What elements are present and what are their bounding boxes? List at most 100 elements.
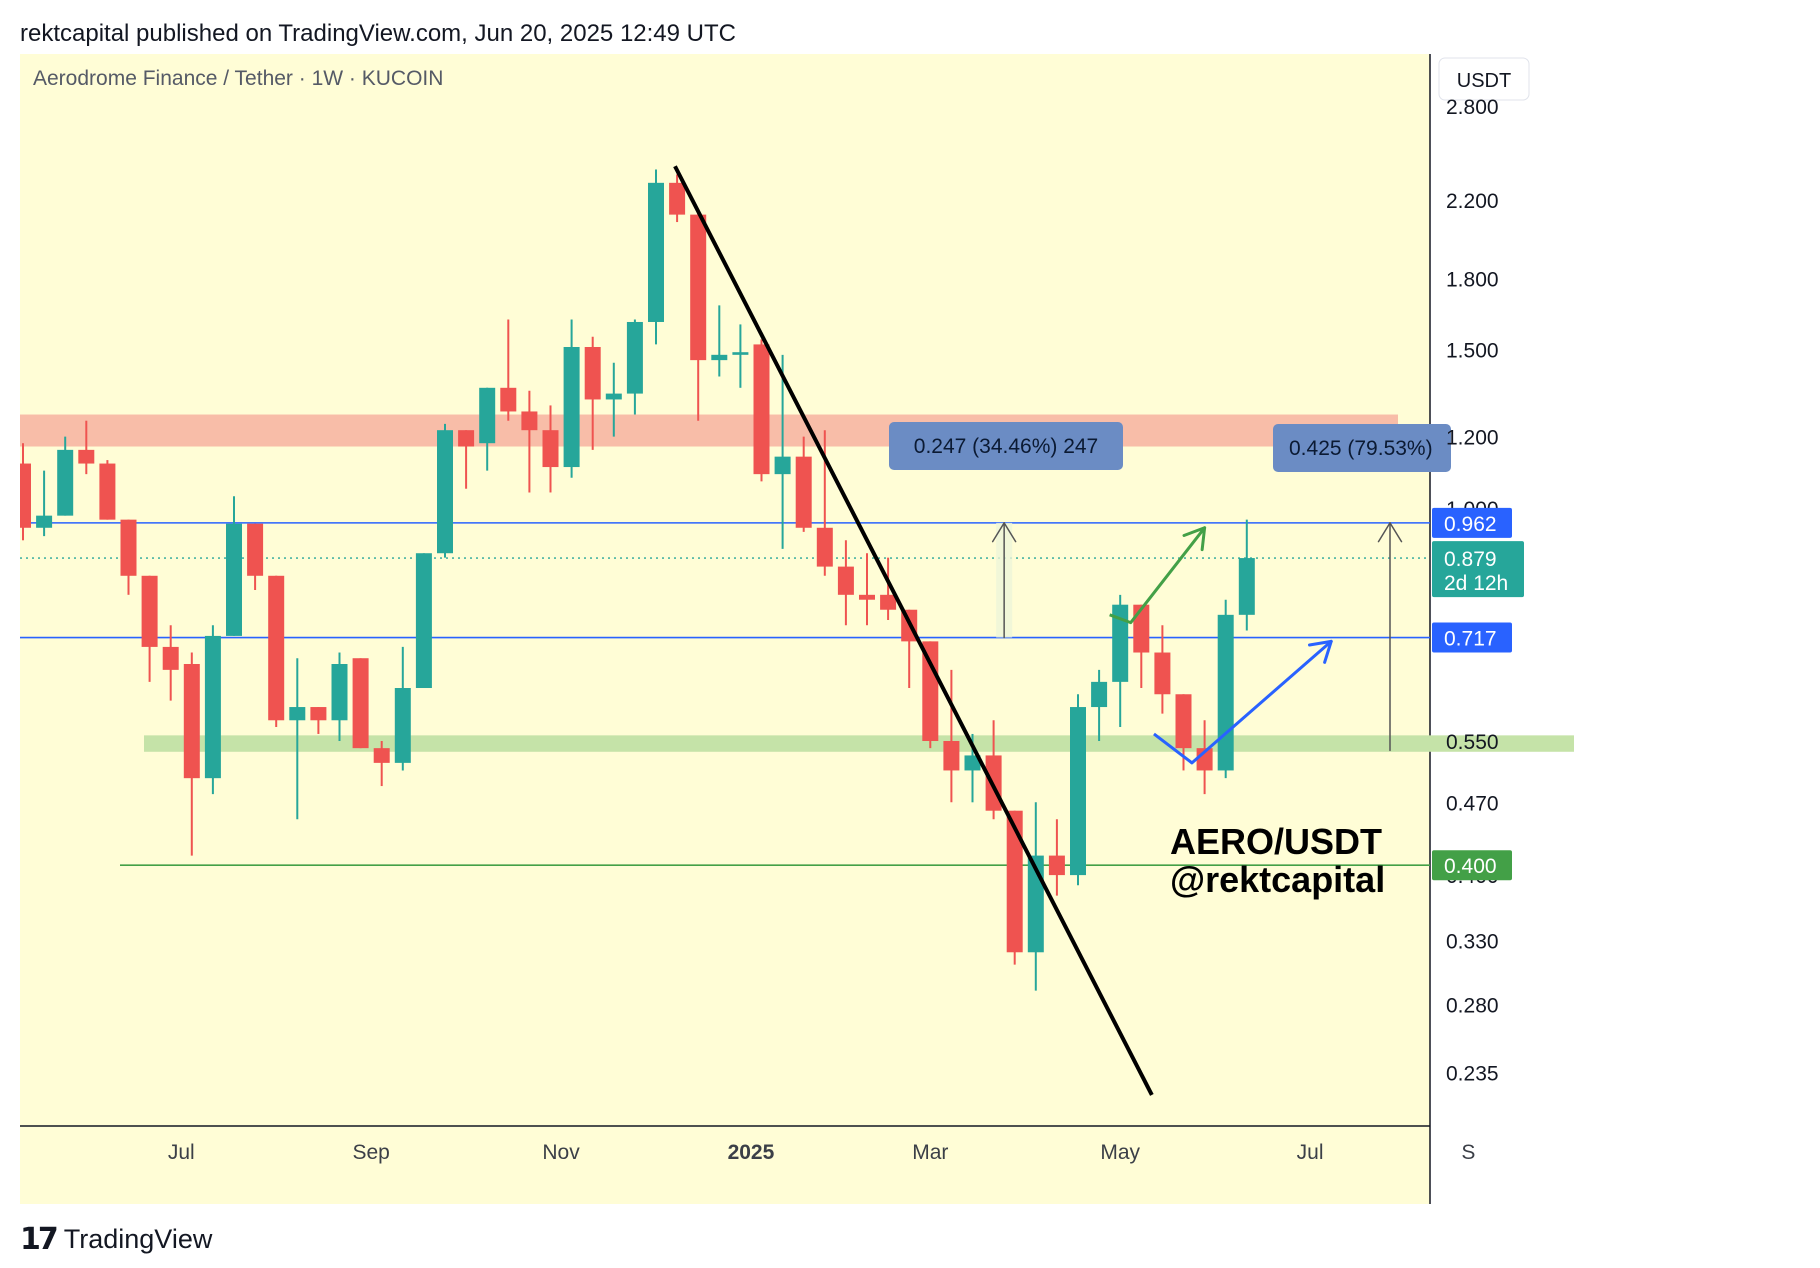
candle-body (268, 575, 285, 721)
footer-brand: TradingView (63, 1224, 213, 1254)
price-tick-label: 0.280 (1446, 994, 1499, 1017)
measurement-label: 0.247 (34.46%) 247 (914, 435, 1098, 458)
candle-body (226, 523, 242, 636)
candle-body (1133, 604, 1150, 653)
candle-body (331, 663, 348, 721)
price-tick-label: 0.550 (1446, 731, 1499, 754)
candle-body (542, 430, 559, 468)
candle-body (1091, 681, 1108, 708)
resistance-zone (20, 414, 481, 447)
candle-body (373, 748, 390, 763)
candle-body (1154, 652, 1171, 695)
candle-body (521, 411, 538, 431)
tradingview-logo-icon: 𝟭𝟳 (20, 1223, 59, 1256)
price-tick-label: 0.470 (1446, 792, 1499, 815)
candle-body (78, 449, 95, 464)
candle-body (1175, 694, 1192, 749)
candle-body (859, 594, 875, 600)
footer: 𝟭𝟳 TradingView (20, 1222, 212, 1257)
price-tick-label: 2.200 (1446, 190, 1499, 213)
price-level-badge-text: 0.717 (1444, 628, 1497, 651)
candle-body (394, 688, 411, 763)
trendline (673, 165, 1154, 1096)
candle-body (816, 527, 833, 567)
candle-body (964, 755, 981, 771)
measure-arrow-head (991, 522, 1017, 543)
candle-body (247, 523, 264, 576)
price-tick-label: 0.330 (1446, 930, 1499, 953)
time-axis-background[interactable] (20, 1126, 1430, 1204)
candle-body (99, 463, 116, 520)
time-tick-label: S (1461, 1141, 1475, 1164)
candle-body (1238, 558, 1255, 615)
green-arrow (1129, 526, 1207, 625)
candle-body (500, 387, 517, 412)
green-arrow-head (1182, 526, 1207, 552)
time-tick-label: Jul (168, 1141, 195, 1164)
candle-body (310, 707, 327, 721)
publish-info: rektcapital published on TradingView.com… (20, 20, 736, 47)
candle-body (753, 344, 770, 475)
price-chart[interactable]: 0.247 (34.46%) 247 0.425 (79.53%) Aerodrom… (20, 54, 1810, 1204)
price-tick-label: 0.235 (1446, 1063, 1499, 1086)
candle-body (1070, 707, 1086, 876)
candle-body (1006, 810, 1023, 953)
price-level-badge (1432, 850, 1512, 881)
price-tick-label: 1.800 (1446, 268, 1499, 291)
candle-body (162, 646, 179, 670)
price-tick-label: 2.800 (1446, 96, 1499, 119)
blue-arrow (1190, 639, 1333, 765)
annotation-pair: AERO/USDT (1170, 821, 1382, 862)
candle-body (415, 553, 432, 689)
annotation-author: @rektcapital (1170, 859, 1385, 900)
currency-button[interactable] (1438, 57, 1530, 101)
chart-frame[interactable]: 0.247 (34.46%) 247 0.425 (79.53%) Aerodrom… (20, 54, 1810, 1204)
candle-body (289, 707, 306, 721)
candle-body (352, 658, 369, 749)
time-tick-label: Sep (352, 1141, 389, 1164)
time-tick-label: Mar (912, 1141, 948, 1164)
symbol-title: Aerodrome Finance / Tether · 1W · KUCOIN (33, 67, 443, 90)
candle-body (669, 182, 686, 215)
current-price-badge (1432, 541, 1524, 598)
candle-body (943, 740, 960, 771)
currency-label[interactable]: USDT (1457, 70, 1511, 92)
candle-body (479, 387, 496, 444)
candle-body (880, 594, 897, 610)
plot-background (20, 54, 1430, 1126)
candle-body (57, 449, 74, 516)
price-level-badge-text: 0.962 (1444, 513, 1497, 536)
candle-body (584, 346, 601, 400)
candle-body (648, 182, 664, 322)
candle-body (1112, 604, 1129, 682)
candle-body (204, 635, 221, 779)
candle-body (732, 352, 749, 355)
price-level-badge-text: 0.400 (1444, 855, 1497, 878)
green-arrow-path (1109, 613, 1132, 625)
candle-body (20, 463, 31, 528)
candle-body (563, 346, 580, 468)
candle-body (458, 430, 475, 447)
candle-body (183, 663, 200, 779)
candle-body (1048, 855, 1065, 876)
current-price-text: 0.879 (1444, 548, 1497, 571)
blue-arrow-path (1153, 732, 1193, 765)
price-level-badge (1432, 507, 1512, 538)
candle-body (795, 456, 812, 528)
candle-body (922, 641, 939, 741)
candle-body (711, 354, 728, 361)
price-tick-label: 1.500 (1446, 340, 1499, 363)
time-tick-label: Jul (1297, 1141, 1324, 1164)
candle-body (36, 515, 53, 528)
measurement-box (1273, 424, 1451, 472)
blue-arrow-head (1308, 639, 1333, 664)
candle-body (774, 456, 791, 475)
candle-body (837, 566, 854, 595)
candle-body (437, 430, 453, 554)
time-tick-label: Nov (542, 1141, 580, 1164)
candle-body (120, 519, 137, 576)
candle-body (626, 321, 643, 394)
candle-body (690, 214, 707, 361)
time-tick-label: 2025 (728, 1141, 775, 1164)
measurement-box (889, 422, 1123, 470)
